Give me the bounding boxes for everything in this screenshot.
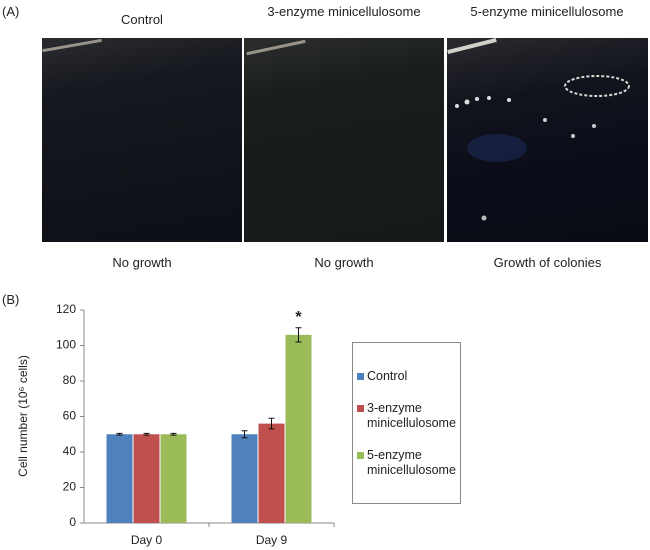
photo	[42, 38, 242, 242]
x-tick-label: Day 0	[131, 533, 163, 547]
x-tick-label: Day 9	[256, 533, 288, 547]
legend-label: 5-enzyme minicellulosome	[367, 448, 456, 477]
photo-title: Control	[121, 12, 163, 27]
y-tick-label: 120	[56, 302, 76, 316]
legend-swatch	[357, 405, 364, 412]
photo-title: 5-enzyme minicellulosome	[470, 4, 624, 19]
y-tick-label: 100	[56, 338, 76, 352]
significance-label: *	[295, 309, 302, 326]
panel-label: (A)	[2, 4, 20, 19]
legend-swatch	[357, 373, 364, 380]
colonies	[455, 75, 630, 221]
error-bar	[241, 430, 248, 439]
photo-title: 3-enzyme minicellulosome	[267, 4, 421, 19]
bar	[133, 434, 160, 523]
error-bar	[268, 417, 275, 430]
error-bar	[116, 432, 123, 436]
bar	[285, 334, 312, 523]
panel-label: (B)	[2, 292, 20, 307]
legend-label: Control	[367, 369, 408, 383]
legend-label: 3-enzyme minicellulosome	[367, 401, 456, 430]
error-bar	[143, 432, 150, 436]
legend-item: 5-enzyme minicellulosome	[357, 448, 458, 478]
legend-swatch	[357, 452, 364, 459]
bar	[258, 423, 285, 523]
y-tick-label: 80	[63, 373, 77, 387]
bar	[106, 434, 133, 523]
photo	[447, 38, 648, 242]
y-tick-label: 40	[63, 444, 77, 458]
photo-caption: No growth	[112, 255, 172, 270]
bar	[231, 434, 258, 523]
bar	[160, 434, 187, 523]
error-bar	[170, 432, 177, 436]
y-tick-label: 60	[63, 409, 77, 423]
photo-caption: Growth of colonies	[493, 255, 602, 270]
y-tick-label: 0	[69, 515, 76, 529]
legend-item: 3-enzyme minicellulosome	[357, 401, 458, 431]
legend-item: Control	[357, 369, 458, 384]
y-axis-title: Cell number (10⁶ cells)	[16, 355, 30, 477]
error-bar	[295, 327, 302, 343]
y-tick-label: 20	[63, 480, 77, 494]
photo-caption: No growth	[314, 255, 374, 270]
photo	[244, 38, 444, 242]
legend: Control 3-enzyme minicellulosome 5-enzyme …	[352, 342, 461, 504]
